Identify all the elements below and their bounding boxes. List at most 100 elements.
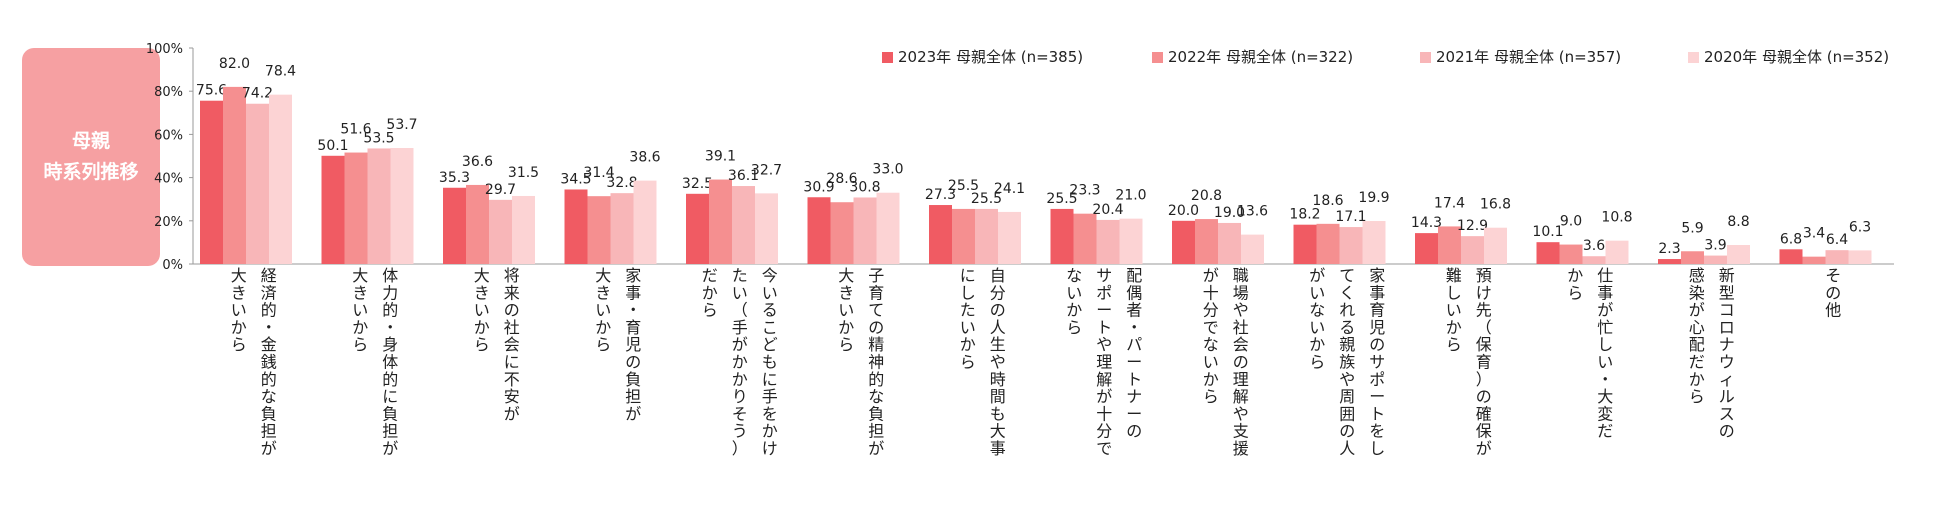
data-label: 3.9: [1704, 238, 1726, 254]
bar-1-series-4: [269, 94, 292, 264]
bar-10-series-2: [1316, 223, 1340, 264]
y-tick-label: 60%: [154, 128, 183, 143]
bar-4-series-1: [564, 189, 588, 264]
category-label-5: だから: [702, 266, 718, 320]
category-label-5: たい（手がかかりそう）: [732, 266, 748, 458]
bar-3-series-1: [443, 187, 466, 264]
data-label: 3.4: [1803, 226, 1825, 242]
data-label: 21.0: [1115, 188, 1146, 204]
bar-8-series-2: [1073, 213, 1097, 264]
data-label: 25.5: [948, 178, 979, 194]
y-tick-label: 40%: [154, 172, 183, 187]
badge-line-1: 母親: [71, 130, 110, 152]
data-label: 13.6: [1237, 204, 1268, 220]
data-label: 16.8: [1480, 197, 1511, 213]
data-label: 50.1: [317, 138, 348, 154]
data-label: 9.0: [1560, 214, 1582, 230]
category-label-6: 子育ての精神的な負担が: [868, 266, 884, 458]
bar-9-series-1: [1172, 220, 1195, 264]
category-label-13: 感染が心配だから: [1689, 266, 1705, 406]
data-label: 35.3: [439, 170, 470, 186]
category-label-14: その他: [1825, 266, 1841, 320]
data-label: 39.1: [705, 149, 736, 165]
bar-3-series-4: [512, 195, 535, 264]
category-label-4: 大きいから: [595, 266, 611, 354]
data-label: 32.7: [751, 162, 782, 178]
bar-1-series-2: [223, 86, 246, 264]
category-label-10: てくれる親族や周囲の人: [1339, 266, 1355, 458]
data-label: 30.9: [803, 179, 834, 195]
category-label-2: 体力的・身体的に負担が: [382, 266, 398, 458]
bar-7-series-1: [929, 205, 952, 264]
data-label: 6.3: [1849, 219, 1871, 235]
bar-12-series-1: [1536, 242, 1560, 264]
category-label-12: から: [1567, 266, 1583, 302]
bar-13-series-3: [1704, 255, 1727, 264]
category-label-7: 自分の人生や時間も大事: [990, 266, 1006, 458]
bar-14-series-1: [1779, 249, 1803, 264]
bar-11-series-3: [1461, 236, 1484, 264]
data-label: 18.2: [1289, 207, 1320, 223]
data-label: 53.7: [386, 117, 417, 133]
bar-11-series-2: [1438, 226, 1461, 264]
data-label: 34.5: [560, 171, 591, 187]
legend-swatch-1: [882, 52, 893, 63]
legend-label-3: 2021年 母親全体 (n=357): [1436, 48, 1621, 66]
data-label: 14.3: [1411, 215, 1442, 231]
legend-label-1: 2023年 母親全体 (n=385): [898, 48, 1083, 66]
bar-2-series-4: [390, 148, 414, 264]
data-label: 12.9: [1457, 218, 1488, 234]
data-label: 29.7: [485, 182, 516, 198]
category-label-8: サポートや理解が十分で: [1096, 266, 1112, 458]
category-label-7: にしたいから: [960, 266, 976, 372]
category-label-1: 経済的・金銭的な負担が: [261, 266, 277, 458]
category-label-12: 仕事が忙しい・大変だ: [1597, 266, 1613, 441]
bar-4-series-4: [633, 180, 657, 264]
data-label: 38.6: [629, 150, 660, 166]
bar-14-series-2: [1802, 256, 1826, 264]
bar-9-series-3: [1218, 222, 1241, 264]
chart-title-badge: 母親 時系列推移: [22, 48, 160, 266]
data-label: 6.8: [1780, 231, 1802, 247]
category-label-6: 大きいから: [838, 266, 854, 354]
data-label: 82.0: [219, 56, 250, 72]
legend-label-2: 2022年 母親全体 (n=322): [1168, 48, 1353, 66]
y-tick-label: 80%: [154, 85, 183, 100]
category-label-11: 難しいから: [1446, 266, 1462, 354]
bar-6-series-1: [807, 197, 831, 264]
category-label-13: 新型コロナウィルスの: [1719, 266, 1735, 441]
bar-13-series-1: [1658, 259, 1681, 264]
bar-11-series-1: [1415, 233, 1438, 264]
data-label: 3.6: [1583, 238, 1605, 254]
bar-9-series-2: [1195, 219, 1218, 264]
data-label: 20.4: [1092, 202, 1123, 218]
data-label: 28.6: [826, 171, 857, 187]
data-label: 8.8: [1727, 214, 1749, 230]
bar-8-series-3: [1096, 219, 1120, 264]
data-label: 36.6: [462, 154, 493, 170]
bar-12-series-2: [1559, 244, 1583, 264]
legend-swatch-4: [1688, 52, 1699, 63]
data-label: 53.5: [363, 130, 394, 146]
data-label: 17.4: [1434, 195, 1465, 211]
data-label: 36.1: [728, 168, 759, 184]
bar-1-series-3: [246, 103, 269, 264]
data-label: 6.4: [1826, 232, 1848, 248]
y-tick-label: 20%: [154, 215, 183, 230]
legend-label-4: 2020年 母親全体 (n=352): [1704, 48, 1889, 66]
bar-4-series-2: [587, 196, 611, 264]
bar-10-series-3: [1339, 227, 1363, 264]
bar-5-series-2: [709, 179, 732, 264]
data-label: 33.0: [872, 162, 903, 178]
data-label: 78.4: [265, 64, 296, 80]
bar-2-series-2: [344, 152, 368, 264]
bar-14-series-3: [1825, 250, 1849, 264]
data-label: 20.8: [1191, 188, 1222, 204]
data-label: 19.9: [1358, 190, 1389, 206]
bar-8-series-1: [1050, 208, 1074, 264]
data-label: 27.3: [925, 187, 956, 203]
bar-6-series-3: [853, 197, 877, 264]
bar-7-series-4: [998, 211, 1021, 264]
bar-8-series-4: [1119, 218, 1143, 264]
